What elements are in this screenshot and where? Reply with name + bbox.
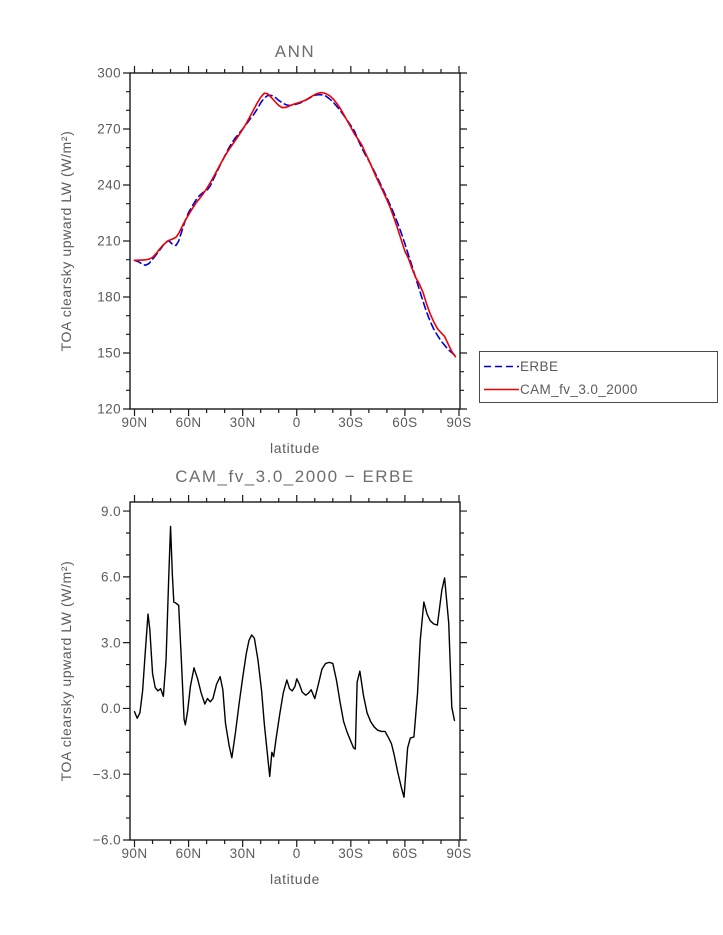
y-tick-label: 0.0 — [101, 701, 121, 716]
y-tick-label: 270 — [97, 122, 121, 137]
x-tick-label: 0 — [293, 415, 301, 430]
top-axis-ticks — [123, 66, 467, 416]
y-tick-label: 180 — [97, 290, 121, 305]
legend: ERBE CAM_fv_3.0_2000 — [479, 351, 718, 403]
x-tick-label: 30S — [338, 415, 363, 430]
y-tick-label: 6.0 — [101, 570, 121, 585]
y-tick-label: 240 — [97, 178, 121, 193]
bottom-panel: CAM_fv_3.0_2000 − ERBE −6.0 −3.0 0.0 3.0 6.0… — [58, 467, 472, 887]
top-x-tick-labels: 90N 60N 30N 0 30S 60S 90S — [122, 415, 472, 430]
top-y-axis-label: TOA clearsky upward LW (W/m²) — [58, 131, 74, 352]
bottom-plot-area — [129, 501, 461, 841]
top-y-tick-labels: 120 150 180 210 240 270 300 — [97, 66, 121, 417]
diff-curve — [133, 525, 456, 798]
bottom-y-axis-label: TOA clearsky upward LW (W/m²) — [58, 561, 74, 782]
bottom-x-axis-label: latitude — [270, 871, 320, 887]
top-panel-title: ANN — [275, 42, 315, 61]
bottom-curves — [133, 525, 456, 798]
x-tick-label: 90S — [446, 415, 471, 430]
cam-curve — [133, 91, 457, 358]
x-tick-label: 60S — [392, 415, 417, 430]
bottom-panel-title: CAM_fv_3.0_2000 − ERBE — [175, 467, 414, 486]
x-tick-label: 30S — [338, 846, 363, 861]
x-tick-label: 0 — [293, 846, 301, 861]
top-panel: ANN 120 150 180 210 240 270 300 90N 60N 30N 0 30S 6… — [58, 42, 718, 456]
y-tick-label: 300 — [97, 66, 121, 81]
legend-box — [479, 351, 718, 403]
x-tick-label: 60N — [176, 846, 202, 861]
legend-label-erbe: ERBE — [520, 359, 558, 374]
y-tick-label: −6.0 — [93, 833, 121, 848]
x-tick-label: 30N — [230, 846, 256, 861]
y-tick-label: −3.0 — [93, 767, 121, 782]
y-tick-label: 9.0 — [101, 504, 121, 519]
x-tick-label: 90N — [122, 846, 148, 861]
x-tick-label: 60N — [176, 415, 202, 430]
bottom-y-tick-labels: −6.0 −3.0 0.0 3.0 6.0 9.0 — [93, 504, 121, 848]
x-tick-label: 60S — [392, 846, 417, 861]
y-tick-label: 150 — [97, 346, 121, 361]
legend-label-cam: CAM_fv_3.0_2000 — [520, 382, 638, 397]
bottom-axis-ticks — [123, 495, 467, 847]
top-x-axis-label: latitude — [270, 440, 320, 456]
x-tick-label: 30N — [230, 415, 256, 430]
x-tick-label: 90N — [122, 415, 148, 430]
bottom-x-tick-labels: 90N 60N 30N 0 30S 60S 90S — [122, 846, 472, 861]
top-curves — [133, 91, 457, 358]
y-tick-label: 120 — [97, 402, 121, 417]
y-tick-label: 210 — [97, 234, 121, 249]
x-tick-label: 90S — [446, 846, 471, 861]
y-tick-label: 3.0 — [101, 635, 121, 650]
